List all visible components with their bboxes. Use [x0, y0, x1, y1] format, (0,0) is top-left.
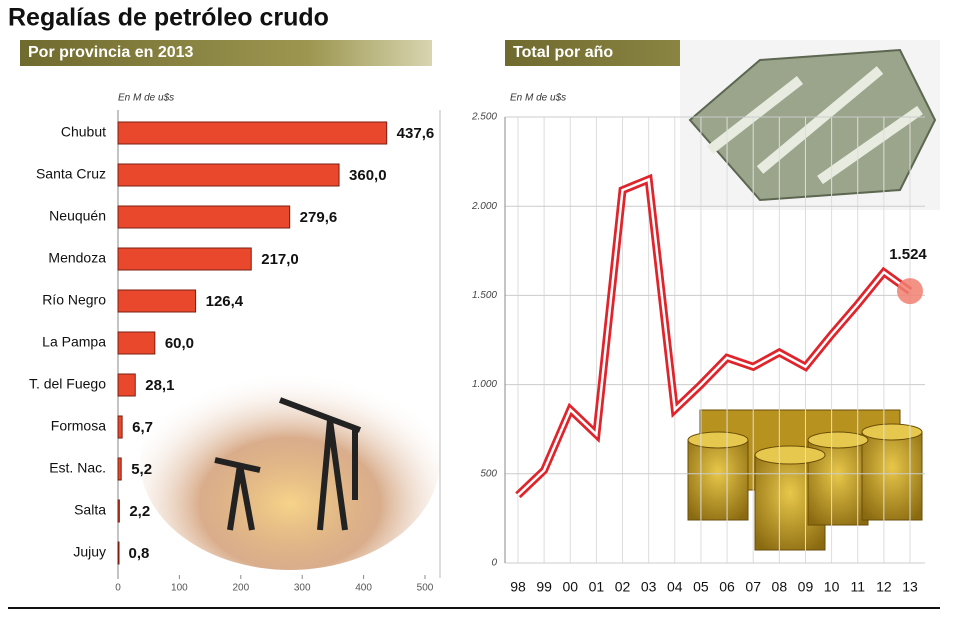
bar: [117, 205, 291, 229]
category-label: Mendoza: [48, 250, 106, 266]
value-label: 437,6: [397, 125, 435, 142]
x-tick-label: 200: [232, 583, 249, 594]
value-label: 360,0: [349, 167, 387, 184]
x-tick-label: 05: [693, 579, 709, 595]
value-label: 28,1: [145, 377, 174, 394]
header-bar: [20, 40, 432, 66]
value-label: 60,0: [165, 335, 194, 352]
category-label: Santa Cruz: [36, 166, 106, 182]
bar: [117, 373, 136, 397]
x-tick-label: 02: [615, 579, 631, 595]
x-tick-label: 01: [589, 579, 605, 595]
pump-jack: [214, 397, 362, 531]
value-label: 2,2: [129, 503, 150, 520]
category-label: Jujuy: [73, 544, 106, 560]
bar: [117, 163, 340, 187]
x-tick-label: 08: [772, 579, 788, 595]
x-tick-label: 09: [798, 579, 814, 595]
x-tick-label: 12: [876, 579, 892, 595]
category-label: Río Negro: [42, 292, 106, 308]
y-tick-label: 500: [480, 468, 497, 479]
end-marker: [897, 278, 923, 305]
x-tick-label: 11: [850, 579, 865, 595]
category-label: Est. Nac.: [49, 460, 106, 476]
y-tick-label: 2.500: [471, 112, 497, 123]
bar: [117, 415, 123, 439]
bar: [117, 331, 156, 355]
bar: [117, 289, 197, 313]
x-tick-label: 07: [745, 579, 761, 595]
value-label: 0,8: [128, 545, 149, 562]
y-tick-label: 0: [491, 558, 497, 569]
x-tick-label: 03: [641, 579, 657, 595]
y-tick-label: 2.000: [471, 201, 497, 212]
x-tick-label: 100: [171, 583, 188, 594]
bar: [117, 541, 120, 565]
y-tick-label: 1.000: [472, 379, 497, 390]
x-tick-label: 10: [824, 579, 840, 595]
value-label: 5,2: [131, 461, 152, 478]
line-highlight: [517, 177, 911, 497]
x-tick-label: 13: [902, 579, 918, 595]
category-label: Salta: [74, 502, 106, 518]
bar: [117, 247, 252, 271]
x-tick-label: 300: [294, 583, 311, 594]
x-tick-label: 00: [562, 579, 578, 595]
y-tick-label: 1.500: [472, 290, 497, 301]
panel-title: Total por año: [513, 44, 613, 61]
x-tick-label: 98: [510, 579, 526, 595]
category-label: T. del Fuego: [29, 376, 106, 392]
oil-field-photo: [140, 350, 440, 570]
value-label: 217,0: [261, 251, 299, 268]
x-tick-label: 06: [719, 579, 735, 595]
x-tick-label: 0: [115, 583, 121, 594]
bar: [117, 457, 122, 481]
axis-label: En M de u$s: [510, 93, 566, 104]
panel-title: Por provincia en 2013: [28, 44, 194, 61]
category-label: Neuquén: [49, 208, 106, 224]
x-tick-label: 400: [355, 583, 372, 594]
bar: [117, 499, 120, 523]
category-label: Chubut: [61, 124, 106, 140]
value-label: 126,4: [206, 293, 244, 310]
bar: [117, 121, 388, 145]
axis-label: En M de u$s: [118, 93, 174, 104]
main-title: Regalías de petróleo crudo: [8, 4, 329, 32]
category-label: La Pampa: [42, 334, 106, 350]
value-label: 6,7: [132, 419, 153, 436]
category-label: Formosa: [51, 418, 106, 434]
x-tick-label: 99: [536, 579, 552, 595]
x-tick-label: 500: [417, 583, 434, 594]
value-label: 1.524: [889, 246, 927, 263]
x-tick-label: 04: [667, 579, 683, 595]
value-label: 279,6: [300, 209, 338, 226]
money-photo: [680, 40, 940, 210]
